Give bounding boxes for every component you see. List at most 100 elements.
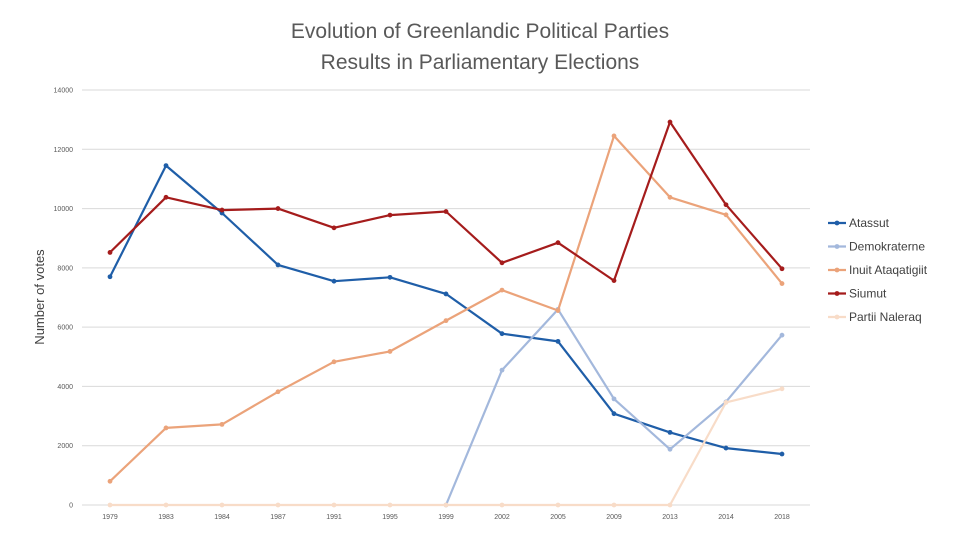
data-point [667,446,673,452]
data-point [443,291,449,297]
x-tick-label: 2005 [550,514,566,521]
x-tick-label: 2013 [662,514,678,521]
data-point [499,502,505,508]
x-tick-label: 2002 [494,514,510,521]
legend-label: Partii Naleraq [849,310,922,324]
data-point [611,411,617,417]
y-tick-label: 0 [69,503,73,510]
series-demokraterne [443,306,785,508]
data-point [779,451,785,457]
data-point [667,119,673,125]
data-point [555,308,561,313]
legend-marker [834,244,840,249]
series-siumut [107,119,785,284]
data-point [723,445,729,451]
y-tick-label: 6000 [57,325,73,332]
data-point [443,318,449,324]
legend-item: Inuit Ataqatigiit [828,263,928,277]
data-point [611,396,617,402]
data-point [387,502,393,508]
y-tick-label: 12000 [54,147,74,154]
data-point [499,287,505,293]
legend-item: Atassut [828,216,890,230]
legend-item: Siumut [828,287,887,301]
data-point [499,331,505,337]
data-point [555,338,561,344]
y-tick-label: 10000 [54,206,74,213]
data-point [667,194,673,200]
y-axis-ticks: 0 2000 4000 6000 8000 10000 12000 14000 [54,88,74,510]
series-atassut [107,163,785,457]
x-tick-label: 1983 [158,514,174,521]
data-point [331,359,337,365]
data-point [331,278,337,284]
data-point [219,421,225,427]
data-point [107,250,113,255]
data-point [107,274,113,280]
legend-label: Atassut [849,216,890,230]
legend-label: Siumut [849,287,887,301]
legend-label: Demokraterne [849,240,925,254]
data-point [107,478,113,484]
data-point [779,266,785,272]
chart-title: Evolution of Greenlandic Political Parti… [290,20,670,43]
y-tick-label: 14000 [54,88,74,95]
data-point [443,209,449,214]
legend-marker [834,314,840,320]
legend: Atassut Demokraterne Inuit Ataqatigiit Sium… [828,216,928,324]
x-tick-label: 1987 [270,514,286,521]
series-line [109,134,783,483]
data-point [667,502,673,508]
x-axis-ticks: 1979 1983 1984 1987 1991 1995 1999 2002 2005 2009… [102,514,790,521]
y-axis-label: Number of votes [32,249,47,345]
x-tick-label: 1991 [326,514,342,521]
data-point [219,502,225,508]
data-point [779,332,785,338]
y-tick-label: 4000 [57,384,73,391]
x-tick-label: 2018 [774,514,790,521]
data-point [163,425,169,431]
x-tick-label: 2009 [606,514,622,521]
chart-subtitle: Results in Parliamentary Elections [320,51,640,74]
data-point [331,502,337,508]
series-line [444,308,783,506]
x-tick-label: 2014 [718,514,734,521]
data-point [163,502,169,508]
series-lines [107,119,785,508]
x-tick-label: 1999 [438,514,454,521]
data-point [611,502,617,508]
data-point [387,349,393,354]
data-point [723,400,729,405]
data-point [163,194,169,200]
data-point [443,502,449,508]
legend-label: Inuit Ataqatigiit [849,263,928,277]
data-point [555,240,561,246]
data-point [387,212,393,218]
data-point [555,502,561,508]
data-point [723,202,729,208]
data-point [107,502,113,508]
data-point [611,278,617,284]
series-inuit-ataqatigiit [107,133,785,484]
legend-marker [834,267,840,273]
data-point [275,262,281,268]
data-point [275,502,281,508]
legend-item: Partii Naleraq [828,310,922,324]
data-point [499,260,505,266]
data-point [667,429,673,435]
data-point [499,367,505,373]
x-tick-label: 1984 [214,514,230,521]
gridlines [82,89,810,506]
series-line [110,387,783,507]
legend-marker [834,220,840,226]
data-point [779,281,785,286]
series-partii-naleraq [107,386,785,508]
y-tick-label: 2000 [57,443,73,450]
data-point [275,389,281,395]
data-point [611,133,617,139]
data-point [723,212,729,218]
data-point [275,206,281,211]
legend-marker [834,291,840,296]
x-tick-label: 1979 [102,514,118,521]
